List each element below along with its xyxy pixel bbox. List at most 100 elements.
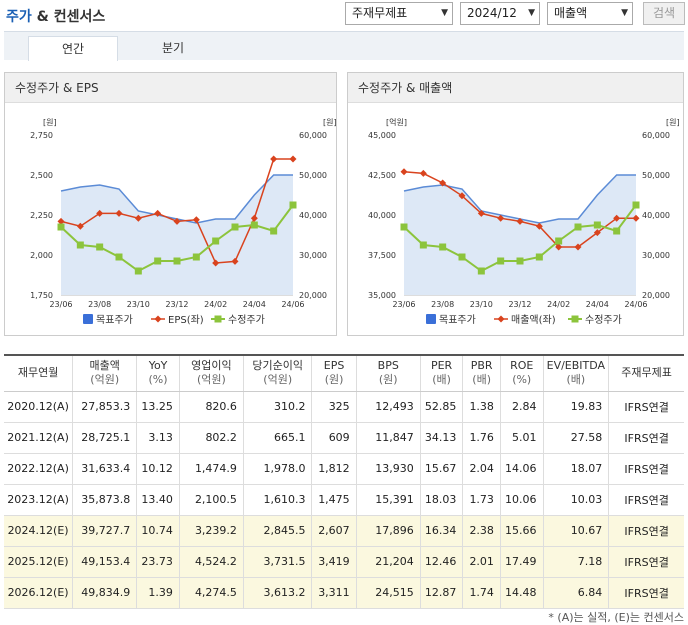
price-series-point: [400, 223, 408, 231]
table-cell: 10.12: [136, 453, 180, 485]
x-tick-label: 24/06: [624, 300, 647, 309]
table-cell: 609: [311, 422, 357, 454]
consensus-select[interactable]: 주재무제표 ▼: [345, 2, 453, 25]
table-cell: 1,475: [311, 484, 357, 516]
table-row: 2025.12(E) 49,153.4 23.73 4,524.2 3,731.5 3,4…: [4, 546, 684, 578]
legend-price-marker: [214, 315, 222, 323]
legend-left-marker: [154, 315, 162, 323]
x-tick-label: 23/06: [49, 300, 72, 309]
table-cell: 2026.12(E): [4, 577, 73, 609]
left-series-point: [76, 222, 84, 230]
table-cell: 13.25: [136, 391, 180, 423]
left-series-point: [134, 214, 142, 222]
search-button[interactable]: 검색: [643, 2, 685, 25]
chart-title: 수정주가 & 매출액: [348, 73, 683, 103]
page-title: 주가 & 컨센서스: [6, 6, 105, 26]
x-tick-label: 24/02: [547, 300, 570, 309]
table-cell: 12.87: [419, 577, 463, 609]
legend-left-marker: [497, 315, 505, 323]
metric-select[interactable]: 매출액 ▼: [547, 2, 633, 25]
table-cell: 2025.12(E): [4, 546, 73, 578]
table-cell: 17.49: [499, 546, 543, 578]
table-cell: 2.04: [462, 453, 501, 485]
legend-left-label: 매출액(좌): [511, 314, 556, 326]
legend-price-label: 수정주가: [585, 314, 622, 326]
price-series-point: [555, 237, 563, 245]
price-series-point: [192, 253, 200, 261]
table-cell: 18.03: [419, 484, 463, 516]
column-header-label: 재무연월: [17, 366, 59, 380]
legend-left-label: EPS(좌): [168, 314, 204, 326]
column-header-unit: (배): [472, 373, 491, 387]
x-tick-label: 23/06: [392, 300, 415, 309]
table-cell: 2.01: [462, 546, 501, 578]
table-cell: 27.58: [542, 422, 609, 454]
legend-price-marker: [571, 315, 579, 323]
left-series-point: [400, 168, 408, 176]
left-tick-label: 2,000: [30, 251, 53, 260]
tab-annual[interactable]: 연간: [28, 36, 118, 61]
price-series-point: [289, 201, 297, 209]
table-cell: 10.74: [136, 515, 180, 547]
legend-target-swatch: [426, 314, 436, 324]
table-cell: IFRS연결: [608, 391, 684, 423]
left-tick-label: 2,250: [30, 211, 53, 220]
table-cell: IFRS연결: [608, 515, 684, 547]
right-axis-unit: [원]: [323, 118, 336, 127]
x-tick-label: 23/08: [431, 300, 454, 309]
legend-target-label: 목표주가: [439, 314, 476, 326]
consensus-select-value: 주재무제표: [352, 6, 408, 20]
left-series-point: [115, 209, 123, 217]
financial-table: 재무연월 매출액 (억원) YoY (%) 영업이익 (억원) 당기순이익 (억원) EPS (원)…: [4, 354, 684, 609]
left-series-point: [96, 209, 104, 217]
table-cell: 35,873.8: [72, 484, 137, 516]
x-tick-label: 23/10: [470, 300, 493, 309]
table-cell: 14.06: [499, 453, 543, 485]
right-tick-label: 30,000: [299, 251, 327, 260]
chart-title: 수정주가 & EPS: [5, 73, 336, 103]
table-cell: 3,239.2: [178, 515, 244, 547]
legend-target-swatch: [83, 314, 93, 324]
price-series-point: [57, 223, 65, 231]
table-cell: 15.67: [419, 453, 463, 485]
target-price-area: [61, 175, 293, 295]
table-cell: 310.2: [242, 391, 312, 423]
price-series-point: [593, 221, 601, 229]
table-cell: IFRS연결: [608, 453, 684, 485]
table-cell: 18.07: [542, 453, 609, 485]
table-cell: 1.76: [462, 422, 501, 454]
table-cell: 4,524.2: [178, 546, 244, 578]
left-series-point: [419, 169, 427, 177]
table-row: 2021.12(A) 28,725.1 3.13 802.2 665.1 609 11,84…: [4, 422, 684, 454]
period-select[interactable]: 2024/12 ▼: [460, 2, 540, 25]
tab-quarterly[interactable]: 분기: [161, 41, 185, 55]
title-rest: & 컨센서스: [36, 9, 106, 25]
table-cell: 11,847: [355, 422, 421, 454]
price-series-point: [96, 243, 104, 251]
table-cell: 4,274.5: [178, 577, 244, 609]
table-cell: 49,834.9: [72, 577, 137, 609]
table-cell: 34.13: [419, 422, 463, 454]
table-cell: 31,633.4: [72, 453, 137, 485]
left-series-point: [270, 155, 278, 163]
left-series-point: [593, 229, 601, 237]
table-cell: 15,391: [355, 484, 421, 516]
table-cell: 1.38: [462, 391, 501, 423]
table-cell: 802.2: [178, 422, 244, 454]
chart-panel-sales: 수정주가 & 매출액 [억원] [원] 45,000 42,500 40,000 37,5…: [347, 72, 684, 336]
price-series-point: [154, 257, 162, 265]
table-cell: 1,610.3: [242, 484, 312, 516]
x-tick-label: 24/04: [586, 300, 609, 309]
chart-panel-eps: 수정주가 & EPS [원] [원] 2,750 2,500 2,250 2,000 1,7…: [4, 72, 337, 336]
column-header-label: 매출액: [89, 359, 120, 373]
left-tick-label: 37,500: [368, 251, 396, 260]
sales-chart: [억원] [원] 45,000 42,500 40,000 37,500 35,000 60,…: [368, 117, 680, 326]
column-header-label: 당기순이익: [252, 359, 303, 373]
table-cell: 3,731.5: [242, 546, 312, 578]
table-cell: 2024.12(E): [4, 515, 73, 547]
table-cell: 3.13: [136, 422, 180, 454]
left-series-point: [173, 217, 181, 225]
left-series-point: [477, 209, 485, 217]
price-series-point: [439, 243, 447, 251]
table-cell: 13,930: [355, 453, 421, 485]
